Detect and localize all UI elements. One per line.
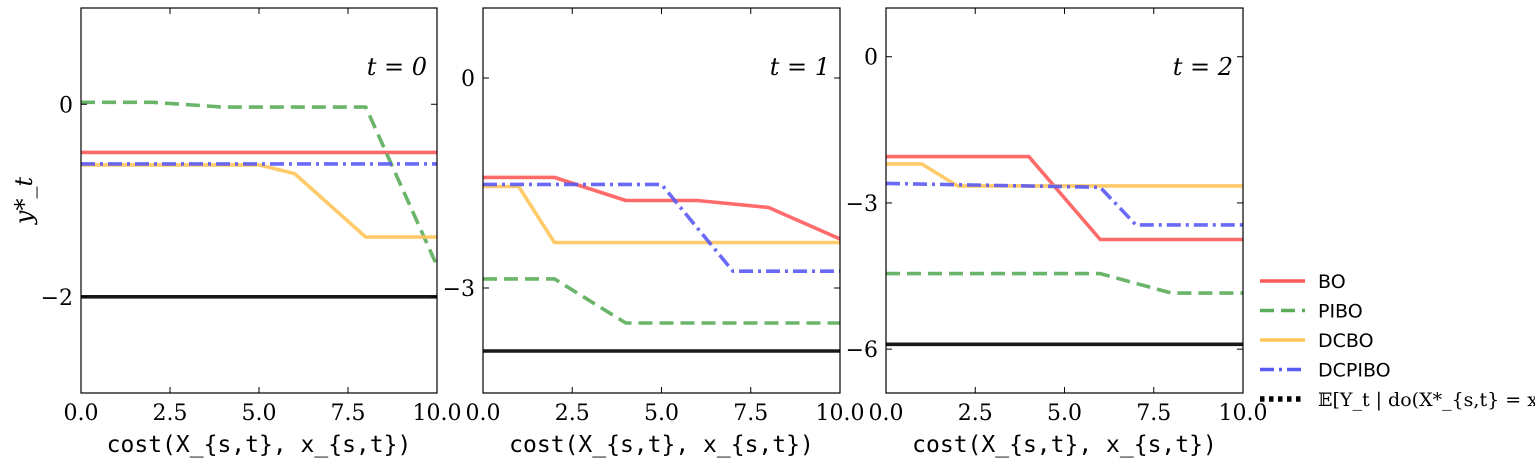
x-tick-label: 5.0 xyxy=(242,401,277,426)
panel-0: 0.0 2.5 5.0 7.5 10.0 0 −2 t = 0 cost(X_{s,t}, x_… xyxy=(10,7,462,458)
y-tick-label: 0 xyxy=(461,67,475,92)
legend: BO PIBO DCBO DCPIBO 𝔼[Y_t | do(X*_{s,t} = x*… xyxy=(1260,271,1535,411)
x-tick-label: 5.0 xyxy=(644,401,679,426)
legend-label-bo: BO xyxy=(1318,271,1346,293)
x-tick-label: 10.0 xyxy=(413,401,462,426)
x-tick-label: 10.0 xyxy=(816,401,865,426)
x-tick-label: 2.5 xyxy=(958,401,993,426)
y-axis-label: y*_t xyxy=(10,177,38,226)
legend-label-pibo: PIBO xyxy=(1318,301,1363,323)
series-line-dcbo xyxy=(483,184,840,245)
y-tick-label: 0 xyxy=(864,46,878,71)
legend-label-expected-value: 𝔼[Y_t | do(X*_{s,t} = x*_{s,t})] xyxy=(1318,389,1535,411)
x-axis-label: cost(X_{s,t}, x_{s,t}) xyxy=(107,432,412,458)
y-tick-label: 0 xyxy=(59,93,73,118)
panel-label: t = 2 xyxy=(1173,53,1233,81)
x-tick-label: 10.0 xyxy=(1219,401,1268,426)
series-line-dcpibo xyxy=(886,181,1243,227)
x-tick-label: 0.0 xyxy=(64,401,99,426)
series-line-dcpibo xyxy=(483,182,840,274)
panel-1: 0.0 2.5 5.0 7.5 10.0 0 −3 t = 1 cost(X_{s,t}, x_… xyxy=(443,7,865,458)
x-tick-label: 2.5 xyxy=(153,401,188,426)
series-line-dcbo xyxy=(886,162,1243,188)
series-line-dcbo xyxy=(81,163,437,239)
y-tick-label: −2 xyxy=(41,286,73,311)
x-tick-label: 7.5 xyxy=(1136,401,1171,426)
series-line-bo xyxy=(483,175,840,241)
x-axis-label: cost(X_{s,t}, x_{s,t}) xyxy=(912,432,1217,458)
panel-label: t = 1 xyxy=(770,53,830,81)
legend-label-dcbo: DCBO xyxy=(1318,330,1374,352)
y-tick-label: −6 xyxy=(846,338,878,363)
y-tick-label: −3 xyxy=(443,277,475,302)
y-tick-label: −3 xyxy=(846,192,878,217)
panel-2: 0.0 2.5 5.0 7.5 10.0 0 −3 −6 t = 2 cost(X_{s,t}, … xyxy=(846,7,1268,458)
legend-label-dcpibo: DCPIBO xyxy=(1318,360,1391,382)
series-line-pibo xyxy=(886,271,1243,295)
x-tick-label: 2.5 xyxy=(555,401,590,426)
x-tick-label: 5.0 xyxy=(1047,401,1082,426)
panel-label: t = 0 xyxy=(367,53,427,81)
x-tick-label: 7.5 xyxy=(331,401,366,426)
x-tick-label: 7.5 xyxy=(733,401,768,426)
x-axis-label: cost(X_{s,t}, x_{s,t}) xyxy=(509,432,814,458)
series-line-bo xyxy=(886,154,1243,242)
series-line-pibo xyxy=(483,277,840,325)
series-line-pibo xyxy=(81,100,437,267)
x-tick-label: 0.0 xyxy=(869,401,904,426)
x-tick-label: 0.0 xyxy=(466,401,501,426)
